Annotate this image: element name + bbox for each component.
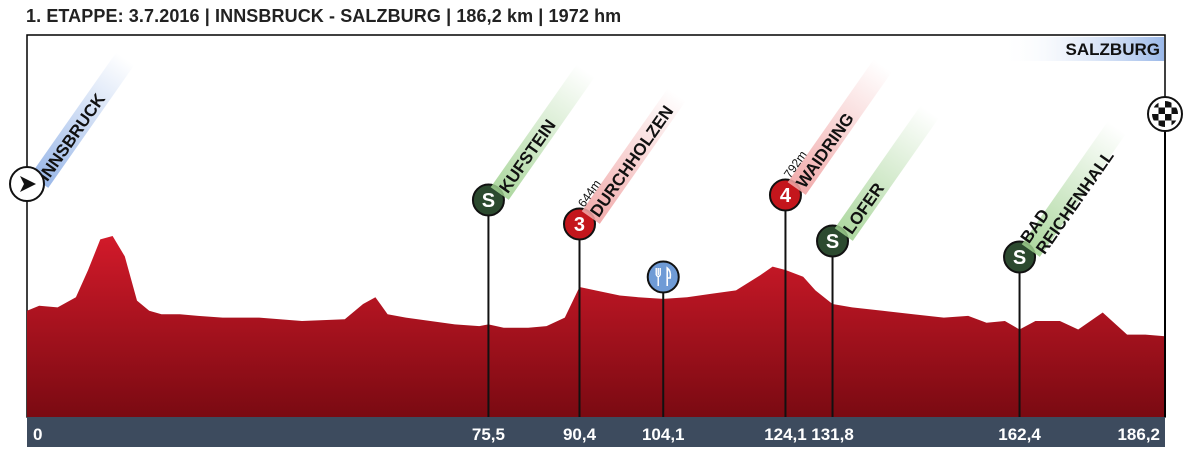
marker-badge-text: 4 — [780, 185, 792, 207]
marker-band — [30, 52, 135, 188]
marker-badge-sprint — [816, 224, 850, 258]
elevation-profile-area — [27, 236, 1165, 417]
start-arrow-icon — [9, 166, 45, 202]
marker-band — [490, 64, 595, 200]
marker-badge-climb — [562, 207, 596, 241]
marker-badge-text: S — [482, 190, 495, 212]
tick-label: 186,2 — [1117, 425, 1160, 444]
tick-label: 162,4 — [998, 425, 1041, 444]
tick-label: 131,8 — [811, 425, 854, 444]
marker-band — [787, 59, 892, 195]
marker-badge-text: S — [1013, 247, 1026, 269]
marker-band — [581, 88, 686, 224]
chart-title: 1. ETAPPE: 3.7.2016 | INNSBRUCK - SALZBU… — [26, 6, 622, 26]
marker-badge-climb — [768, 178, 802, 212]
marker-badge-sprint — [1003, 240, 1037, 274]
tick-label: 124,1 — [764, 425, 807, 444]
fork-knife-icon — [655, 266, 672, 286]
checkered-flag-icon — [1147, 96, 1183, 132]
tick-label: 0 — [33, 425, 42, 444]
tick-label: 75,5 — [472, 425, 505, 444]
tick-label: 90,4 — [563, 425, 597, 444]
marker-band — [834, 105, 939, 241]
marker-badge-text: 3 — [574, 214, 585, 236]
marker-band — [1021, 121, 1126, 257]
distance-axis-bar — [27, 417, 1165, 447]
tick-layer: 0 75,5 90,4 104,1 124,1 131,8 162,4 186,2 — [33, 425, 1160, 444]
finish-banner — [1000, 37, 1164, 61]
marker-badge-feed — [646, 260, 680, 294]
marker-badge-text: S — [826, 231, 839, 253]
finish-banner-label: SALZBURG — [1066, 40, 1160, 59]
tick-label: 104,1 — [642, 425, 685, 444]
marker-badge-sprint — [471, 183, 505, 217]
